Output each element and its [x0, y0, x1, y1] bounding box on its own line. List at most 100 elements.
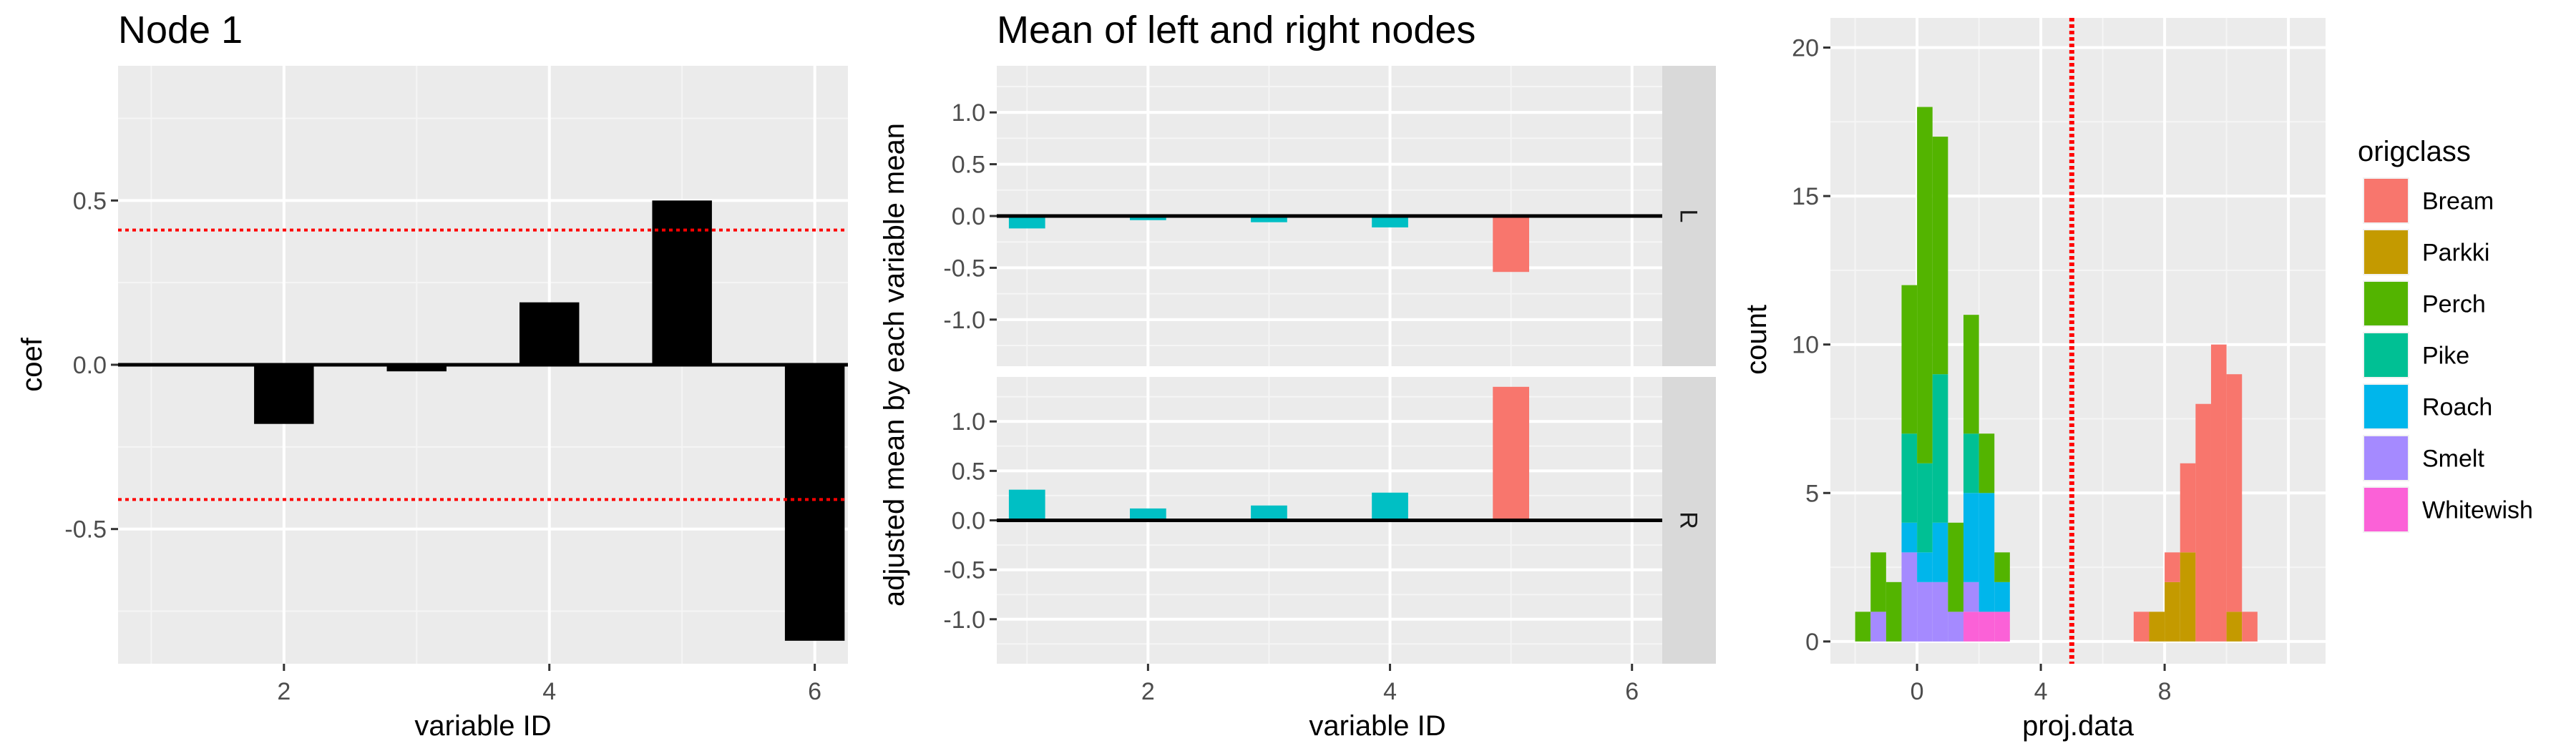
panel1-x-tick-label: 2 — [277, 678, 291, 705]
panel2-facets: L -1.0 -0.5 0.0 0.5 1.0 R -1.0 -0.5 0.0 0.5 1.0 — [943, 66, 1716, 664]
histogram-bar-smelt — [1948, 612, 1963, 642]
bar-R-variable-5 — [1493, 386, 1529, 521]
histogram-bar-smelt — [1932, 581, 1948, 642]
panel1-x-tick-label: 4 — [542, 678, 556, 705]
panel3-y-tick-label: 5 — [1805, 480, 1819, 507]
facet-y-tick-label: 1.0 — [952, 99, 985, 127]
histogram-bar-parkki — [2149, 612, 2165, 642]
histogram-bar-bream — [2226, 374, 2243, 612]
legend-label-smelt: Smelt — [2422, 446, 2484, 473]
bar-L-variable-4 — [1372, 216, 1408, 227]
histogram-bar-roach — [1994, 581, 2010, 612]
legend-title: origclass — [2358, 136, 2471, 167]
legend-swatch-perch — [2364, 282, 2408, 325]
histogram-bar-bream — [2210, 344, 2227, 642]
legend-label-roach: Roach — [2422, 394, 2492, 421]
histogram-bar-pike — [1963, 433, 1979, 494]
legend: origclass Bream Parkki Perch Pike Roach Smelt… — [2358, 136, 2533, 533]
bar-R-variable-4 — [1372, 492, 1408, 521]
histogram-bar-smelt — [1963, 581, 1979, 612]
bar-L-variable-3 — [1251, 216, 1287, 222]
histogram-bar-pike — [1901, 433, 1918, 523]
legend-swatch-parkki — [2364, 230, 2408, 274]
histogram-bar-parkki — [2180, 552, 2196, 642]
facet-y-tick-label: -1.0 — [943, 607, 985, 634]
histogram-bar-whitewish — [1979, 612, 1995, 642]
panel3-y-tick-label: 10 — [1792, 332, 1819, 359]
panel1-y-tick-label: 0.5 — [73, 187, 107, 215]
histogram-bar-perch — [1963, 315, 1979, 434]
histogram-bar-roach — [1963, 493, 1979, 582]
bar-L-variable-2 — [1130, 216, 1166, 220]
bar-R-variable-2 — [1130, 508, 1166, 521]
histogram-bar-parkki — [2165, 581, 2180, 642]
facet-strip-label: L — [1675, 210, 1702, 223]
panel1-x-tick-label: 6 — [808, 678, 821, 705]
panel-histogram: 0 5 10 15 20 0 4 8 proj.data count origclass B… — [1741, 18, 2533, 742]
legend-swatch-smelt — [2364, 436, 2408, 480]
histogram-bar-perch — [1870, 552, 1886, 612]
panel1-bars — [254, 200, 845, 641]
facet-y-tick-label: 0.5 — [952, 152, 985, 179]
legend-swatch-pike — [2364, 333, 2408, 377]
panel3-y-ticks: 0 5 10 15 20 — [1792, 35, 1830, 656]
panel1-y-ticks: -0.5 0.0 0.5 — [64, 187, 118, 544]
histogram-bar-perch — [1994, 552, 2010, 582]
panel2-title: Mean of left and right nodes — [997, 9, 1475, 51]
panel2-x-tick-label: 2 — [1141, 678, 1155, 705]
histogram-bar-perch — [1979, 433, 1995, 494]
bar-L-variable-1 — [1008, 216, 1045, 229]
bar-R-variable-1 — [1008, 489, 1045, 521]
panel3-bars — [1855, 107, 2258, 642]
bar-variable-6 — [784, 365, 845, 641]
histogram-bar-smelt — [1917, 581, 1933, 642]
panel3-y-tick-label: 0 — [1805, 629, 1819, 656]
facet-y-tick-label: 0.5 — [952, 458, 985, 485]
facet-strip — [1662, 66, 1716, 366]
histogram-bar-roach — [1917, 552, 1933, 582]
panel1-y-tick-label: 0.0 — [73, 352, 107, 379]
histogram-bar-roach — [1932, 522, 1948, 582]
histogram-bar-perch — [1885, 581, 1902, 642]
legend-items: Bream Parkki Perch Pike Roach Smelt Whitewish — [2363, 177, 2533, 533]
histogram-bar-bream — [2133, 612, 2150, 642]
panel2-x-ticks: 2 4 6 — [1141, 664, 1639, 705]
panel3-x-ticks: 0 4 8 — [1911, 664, 2172, 705]
facet-L: L -1.0 -0.5 0.0 0.5 1.0 — [943, 66, 1716, 366]
histogram-bar-perch — [1932, 137, 1948, 375]
histogram-bar-pike — [1917, 463, 1933, 553]
bar-variable-4 — [519, 302, 580, 365]
bar-variable-5 — [652, 200, 712, 365]
panel2-x-axis-label: variable ID — [1309, 710, 1445, 742]
panel2-x-tick-label: 4 — [1383, 678, 1397, 705]
facet-y-tick-label: 0.0 — [952, 203, 985, 230]
histogram-bar-perch — [1917, 107, 1933, 463]
histogram-bar-roach — [1901, 522, 1918, 553]
histogram-bar-bream — [2195, 403, 2211, 642]
facet-y-tick-label: 0.0 — [952, 508, 985, 535]
histogram-bar-pike — [1932, 374, 1948, 523]
panel1-lines — [118, 228, 848, 501]
histogram-bar-parkki — [2226, 612, 2243, 642]
legend-swatch-bream — [2364, 179, 2408, 222]
panel3-y-tick-label: 15 — [1792, 183, 1819, 210]
facet-R: R -1.0 -0.5 0.0 0.5 1.0 — [943, 377, 1716, 664]
facet-strip — [1662, 377, 1716, 664]
histogram-bar-perch — [1855, 612, 1871, 642]
histogram-bar-whitewish — [1963, 612, 1979, 642]
panel2-x-tick-label: 6 — [1625, 678, 1639, 705]
panel-mean-left-right: Mean of left and right nodes L -1.0 -0.5 0.… — [879, 9, 1716, 742]
panel1-y-axis-label: coef — [16, 337, 48, 391]
legend-swatch-whitewish — [2364, 488, 2408, 531]
facet-y-tick-label: -0.5 — [943, 557, 985, 584]
facet-y-tick-label: -1.0 — [943, 307, 985, 334]
panel3-y-tick-label: 20 — [1792, 35, 1819, 62]
legend-label-bream: Bream — [2422, 188, 2494, 215]
panel3-x-tick-label: 0 — [1911, 678, 1924, 705]
histogram-bar-smelt — [1870, 612, 1886, 642]
bar-variable-3 — [386, 365, 447, 372]
histogram-bar-bream — [2180, 463, 2196, 553]
histogram-bar-perch — [1901, 285, 1918, 434]
histogram-bar-smelt — [1901, 552, 1918, 642]
